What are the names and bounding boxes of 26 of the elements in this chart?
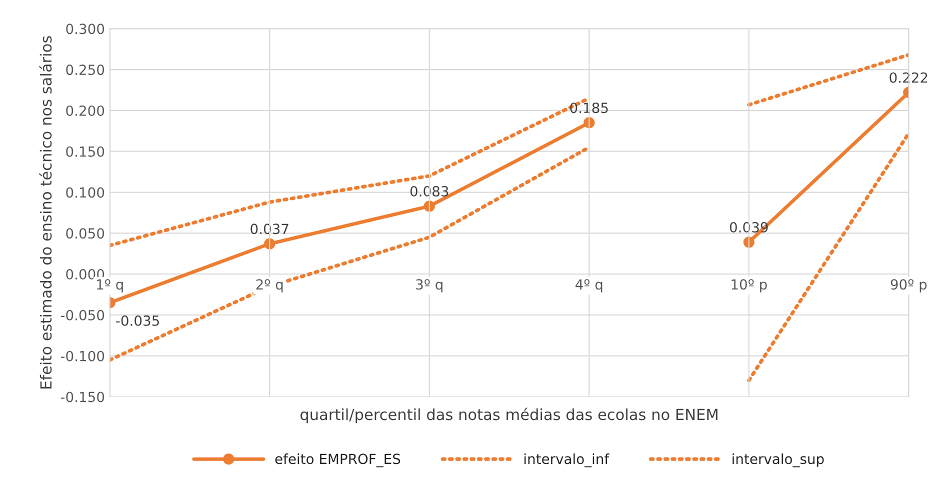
y-tick-label: 0.250 (66, 64, 104, 76)
x-tick-label: 4º q (576, 279, 602, 292)
y-tick-label: -0.050 (60, 310, 104, 320)
x-tick-label: 3º q (416, 279, 442, 292)
y-tick-label: 0.300 (66, 24, 104, 34)
y-tick-label: 0.200 (66, 105, 104, 116)
point (264, 238, 276, 250)
point (424, 200, 435, 212)
y-tick-label: 0.100 (66, 187, 104, 198)
data-label: 0.185 (570, 102, 608, 114)
y-axis-title: Efeito estimado do ensino técnico nos salários (39, 36, 52, 389)
x-axis-title: quartil/percentil das notas médias das ecolas no ENEM (300, 408, 718, 424)
y-tick-label: -0.100 (60, 350, 104, 362)
data-label: 0.083 (410, 186, 448, 197)
y-tick-label: 0.150 (66, 146, 104, 157)
x-tick-label: 90º p (890, 279, 927, 292)
x-tick-label: 1º q (97, 279, 123, 292)
data-label: 0.222 (890, 72, 928, 83)
legend-label: intervalo_inf (524, 453, 610, 468)
y-tick-label: -0.150 (60, 392, 104, 402)
data-label: -0.035 (116, 315, 159, 326)
x-tick-label: 10º p (732, 279, 767, 292)
data-label: 0.037 (250, 224, 288, 234)
legend-label: efeito EMPROF_ES (275, 453, 400, 468)
y-tick-label: 0.050 (66, 228, 104, 239)
legend-label: intervalo_sup (732, 453, 824, 468)
